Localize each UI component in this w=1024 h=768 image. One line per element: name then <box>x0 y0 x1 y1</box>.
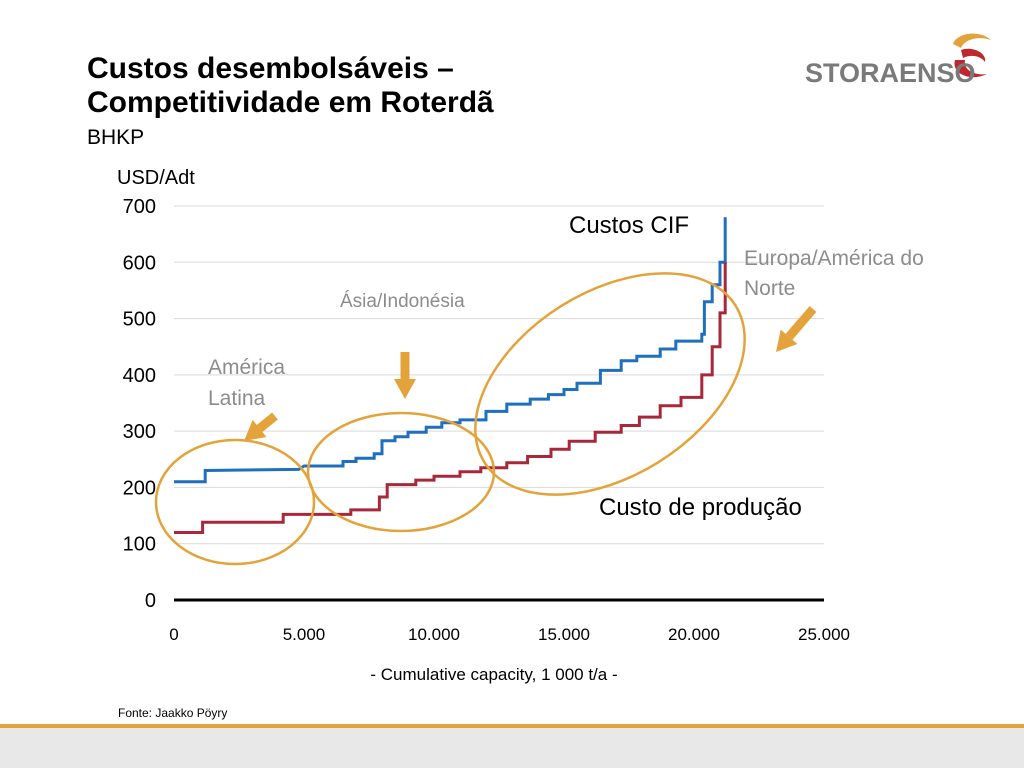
arrow-icon-europa <box>776 306 817 352</box>
x-tick-label: 5.000 <box>283 625 326 644</box>
series-line-custos-cif <box>174 217 727 484</box>
y-tick-label: 100 <box>123 534 156 556</box>
y-tick-label: 200 <box>123 477 156 499</box>
arrow-icon-asia-indonesia <box>394 352 416 399</box>
storaenso-logo: STORAENSO <box>805 30 1005 94</box>
x-tick-label: 20.000 <box>668 625 720 644</box>
source-note: Fonte: Jaakko Pöyry <box>118 706 228 720</box>
storaenso-swirl-icon <box>953 33 991 78</box>
slide-title-line-1: Custos desembolsáveis – <box>87 52 454 85</box>
annotation-america-latina-line-1: América <box>208 356 285 379</box>
footer-accent-line <box>0 724 1024 728</box>
annotation-europa-line-1: Europa/América do <box>744 247 924 270</box>
x-tick-label: 25.000 <box>798 625 850 644</box>
chart: 0 100 200 300 400 500 600 700 0 5.000 10.000 15.000… <box>117 167 924 684</box>
x-tick-label: 10.000 <box>408 625 460 644</box>
annotation-custos-cif: Custos CIF <box>569 212 689 239</box>
y-tick-label: 400 <box>123 365 156 387</box>
highlight-ellipse-asia-indonesia <box>306 411 496 533</box>
logo-text: STORAENSO <box>805 58 976 88</box>
arrow-icon-america-latina <box>244 412 278 441</box>
y-axis-label: USD/Adt <box>117 167 195 189</box>
y-tick-label: 600 <box>123 252 156 274</box>
y-tick-label: 500 <box>123 309 156 331</box>
annotation-europa-line-2: Norte <box>744 277 795 300</box>
slide-subtitle: BHKP <box>87 126 145 149</box>
annotation-america-latina-line-2: Latina <box>208 387 266 410</box>
x-tick-label: 15.000 <box>538 625 590 644</box>
y-tick-label: 700 <box>123 196 156 218</box>
highlight-ellipse-america-latina <box>154 438 316 566</box>
slide-title: Custos desembolsáveis – Competitividade … <box>87 52 494 120</box>
x-tick-label: 0 <box>169 625 178 644</box>
highlight-ellipse-europa <box>474 272 746 496</box>
x-axis-label: - Cumulative capacity, 1 000 t/a - <box>370 665 617 684</box>
series-line-custo-de-producao <box>174 262 727 534</box>
slide-title-line-2: Competitividade em Roterdã <box>87 86 494 119</box>
annotation-asia-indonesia: Ásia/Indonésia <box>340 291 465 312</box>
y-tick-label: 0 <box>145 590 156 612</box>
y-tick-label: 300 <box>123 421 156 443</box>
annotation-custo-de-producao: Custo de produção <box>599 494 802 521</box>
footer-bar <box>0 728 1024 768</box>
